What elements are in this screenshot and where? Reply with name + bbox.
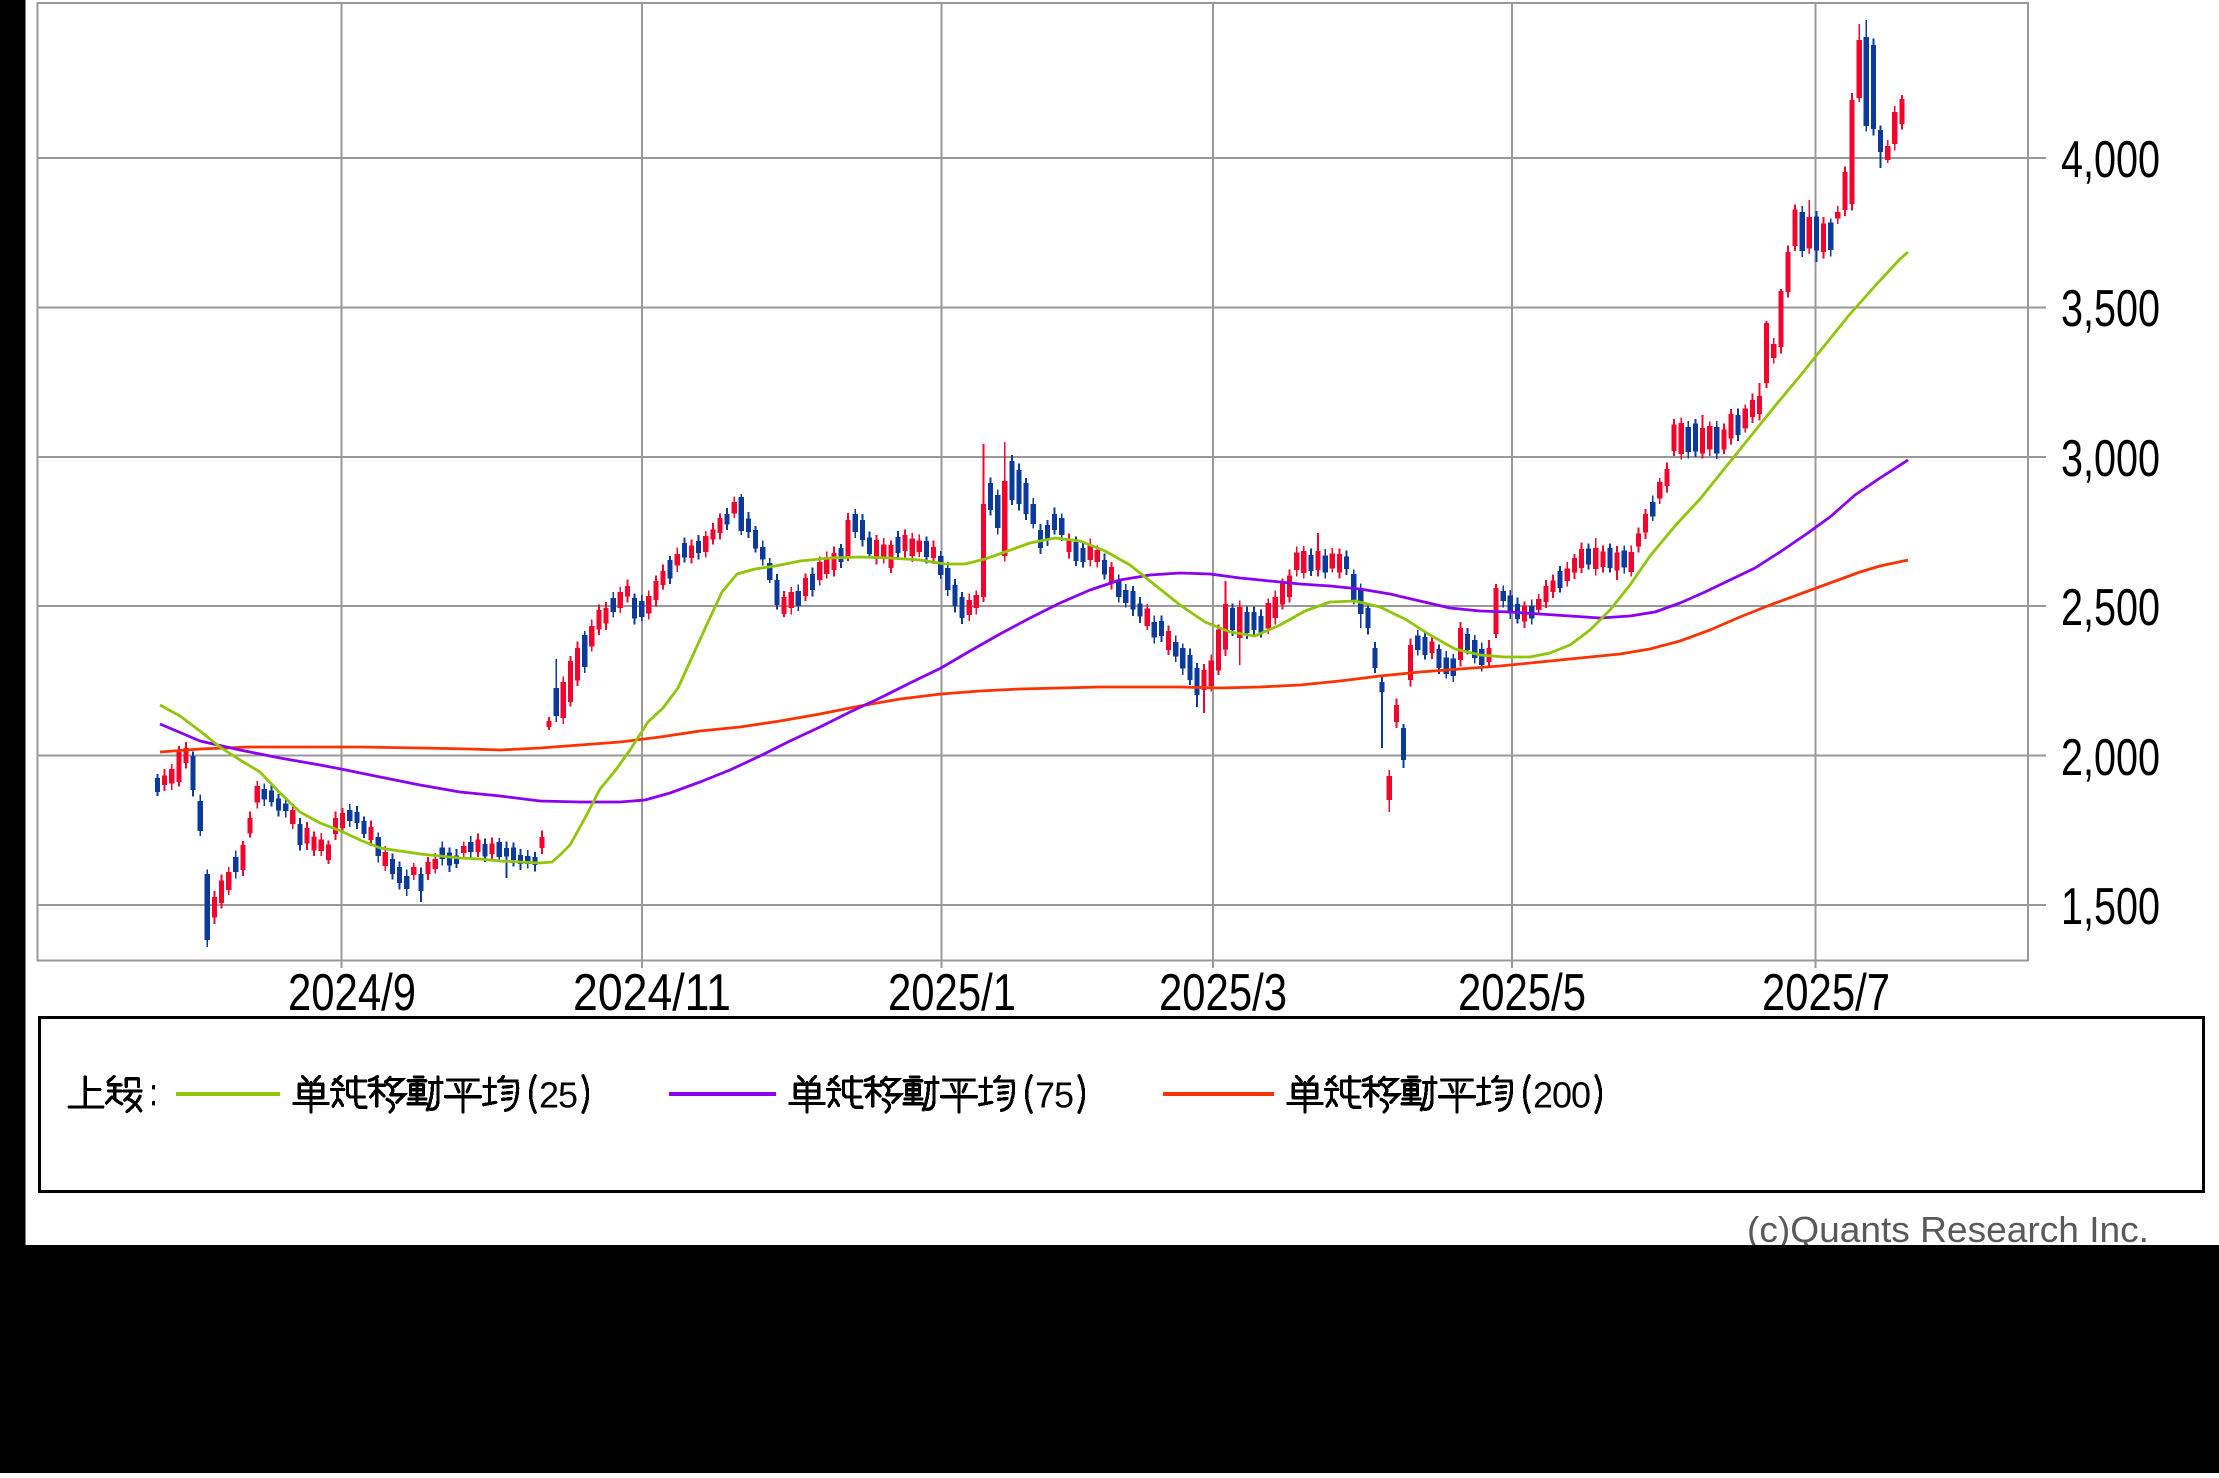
svg-text:1,500: 1,500: [2061, 878, 2160, 936]
svg-text:4,000: 4,000: [2061, 131, 2160, 189]
svg-text:2025/3: 2025/3: [1159, 964, 1287, 1022]
svg-text:2024/11: 2024/11: [573, 964, 731, 1022]
svg-text:2: 2: [1533, 1075, 1553, 1116]
svg-text:5: 5: [1054, 1075, 1074, 1116]
svg-text:(c)Quants Research Inc.: (c)Quants Research Inc.: [1747, 1209, 2149, 1250]
svg-text:2,000: 2,000: [2061, 729, 2160, 787]
svg-text:5: 5: [558, 1075, 578, 1116]
svg-text:3,500: 3,500: [2061, 280, 2160, 338]
svg-text:2025/1: 2025/1: [888, 964, 1016, 1022]
svg-text:2025/7: 2025/7: [1762, 964, 1890, 1022]
svg-text:0: 0: [1552, 1075, 1572, 1116]
svg-text:2,500: 2,500: [2061, 579, 2160, 637]
svg-text:2: 2: [539, 1075, 559, 1116]
svg-text:2024/9: 2024/9: [288, 964, 416, 1022]
svg-text:7: 7: [1035, 1075, 1055, 1116]
svg-text:3,000: 3,000: [2061, 430, 2160, 488]
svg-text:0: 0: [1571, 1075, 1591, 1116]
svg-text:2025/5: 2025/5: [1458, 964, 1586, 1022]
